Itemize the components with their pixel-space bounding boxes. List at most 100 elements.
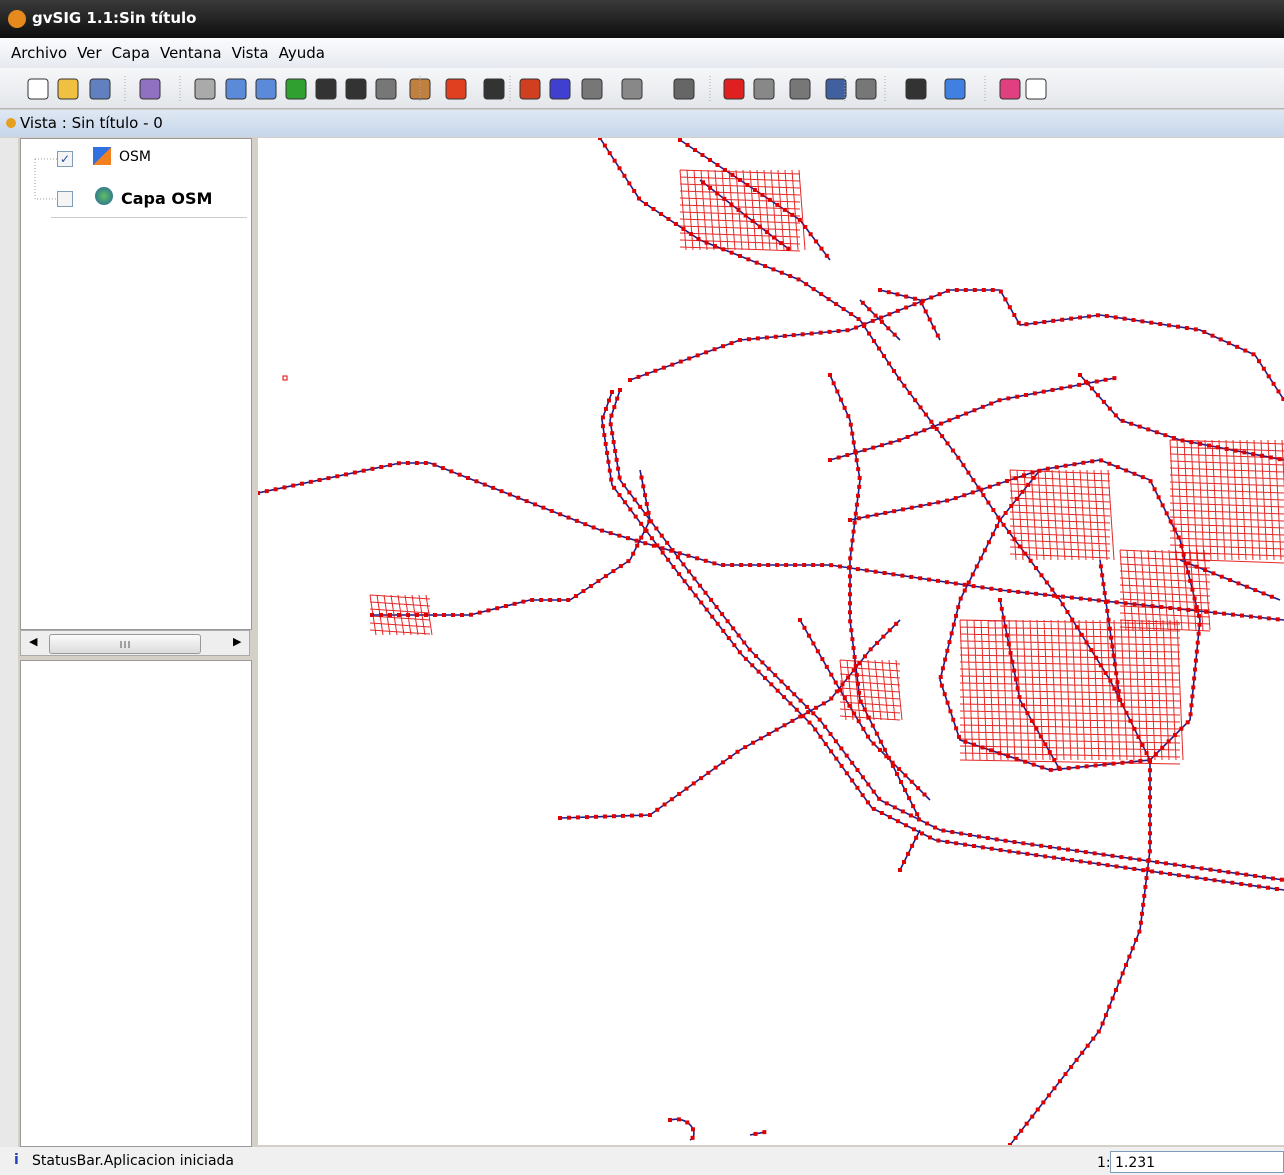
vertex: [1155, 860, 1160, 865]
vertex: [870, 318, 875, 323]
tool-button[interactable]: [27, 78, 49, 100]
tool-button[interactable]: [345, 78, 367, 100]
vertex: [945, 441, 950, 446]
vertex: [655, 543, 660, 548]
tool-button[interactable]: [621, 78, 643, 100]
vertex: [1120, 971, 1125, 976]
vertex: [1129, 421, 1134, 426]
vertex: [735, 749, 740, 754]
vertex: [1050, 587, 1055, 592]
vertex: [541, 505, 546, 510]
vertex: [1052, 855, 1057, 860]
vertex: [874, 512, 879, 517]
vertex: [824, 664, 829, 669]
vertex: [665, 540, 670, 545]
menu-item[interactable]: Ventana: [159, 44, 222, 62]
vertex: [896, 376, 901, 381]
vertex: [639, 521, 644, 526]
vertex: [951, 717, 956, 722]
vertex: [1160, 503, 1165, 508]
layer-checkbox[interactable]: ✓: [57, 151, 73, 167]
vertex: [982, 548, 987, 553]
vertex: [588, 584, 593, 589]
layer-name[interactable]: Capa OSM: [121, 189, 213, 208]
tool-button[interactable]: [753, 78, 775, 100]
menu-item[interactable]: Capa: [111, 44, 150, 62]
tool-button[interactable]: [315, 78, 337, 100]
vertex: [611, 569, 616, 574]
vertex: [637, 196, 642, 201]
vertex: [944, 580, 949, 585]
vertex: [851, 529, 856, 534]
vertex: [1212, 878, 1217, 883]
tool-button[interactable]: [723, 78, 745, 100]
vertex: [865, 514, 870, 519]
vertex: [743, 745, 748, 750]
menu-item[interactable]: Vista: [231, 44, 269, 62]
scale-input[interactable]: 1.231: [1110, 1151, 1284, 1173]
tool-button[interactable]: [581, 78, 603, 100]
vertex: [507, 492, 512, 497]
vertex: [884, 754, 889, 759]
vertex: [1023, 551, 1028, 556]
tool-button[interactable]: [789, 78, 811, 100]
vertex: [994, 837, 999, 842]
tool-button[interactable]: [57, 78, 79, 100]
scroll-thumb[interactable]: [49, 634, 201, 654]
tool-button[interactable]: [855, 78, 877, 100]
vertex: [1230, 880, 1235, 885]
menu-item[interactable]: Ayuda: [278, 44, 325, 62]
tool-button[interactable]: [139, 78, 161, 100]
layer-checkbox[interactable]: [57, 191, 73, 207]
vertex: [1041, 389, 1046, 394]
tool-button[interactable]: [285, 78, 307, 100]
vertex: [856, 719, 861, 724]
tool-button[interactable]: [375, 78, 397, 100]
tool-button[interactable]: [225, 78, 247, 100]
vertex: [899, 780, 904, 785]
layer-name[interactable]: OSM: [119, 149, 151, 165]
tool-button[interactable]: [673, 78, 695, 100]
street-grid: [679, 169, 806, 252]
vertex: [897, 438, 902, 443]
vertex: [573, 594, 578, 599]
vertex: [823, 724, 828, 729]
vertex: [929, 295, 934, 300]
road: [669, 1118, 766, 1141]
vertex: [1235, 871, 1240, 876]
vertex: [1024, 322, 1029, 327]
tool-button[interactable]: [255, 78, 277, 100]
tool-button[interactable]: [944, 78, 966, 100]
vertex: [753, 1131, 758, 1136]
tool-button[interactable]: [445, 78, 467, 100]
tool-button[interactable]: [483, 78, 505, 100]
vertex: [687, 356, 692, 361]
vertex: [1094, 655, 1099, 660]
vertex: [1199, 866, 1204, 871]
vertex: [1020, 489, 1025, 494]
tool-button[interactable]: [519, 78, 541, 100]
vertex: [862, 707, 867, 712]
vertex: [1023, 759, 1028, 764]
tool-button[interactable]: [905, 78, 927, 100]
vertex: [763, 264, 768, 269]
vertex: [1198, 441, 1203, 446]
tool-button[interactable]: [89, 78, 111, 100]
vertex: [1095, 313, 1100, 318]
vertex: [1137, 424, 1142, 429]
vertex: [954, 841, 959, 846]
tool-button[interactable]: [549, 78, 571, 100]
vertex: [1103, 1013, 1108, 1018]
horizontal-scrollbar[interactable]: ◀ ▶: [20, 630, 250, 656]
map-view[interactable]: [258, 138, 1284, 1145]
tool-button[interactable]: [825, 78, 847, 100]
tool-button[interactable]: [1025, 78, 1047, 100]
vertex: [703, 590, 708, 595]
vertex: [1019, 1128, 1024, 1133]
menu-item[interactable]: Archivo: [11, 44, 68, 62]
tool-button[interactable]: [999, 78, 1021, 100]
vertex: [779, 241, 784, 246]
menu-item[interactable]: Ver: [77, 44, 102, 62]
vertex: [923, 309, 928, 314]
tool-button[interactable]: [194, 78, 216, 100]
